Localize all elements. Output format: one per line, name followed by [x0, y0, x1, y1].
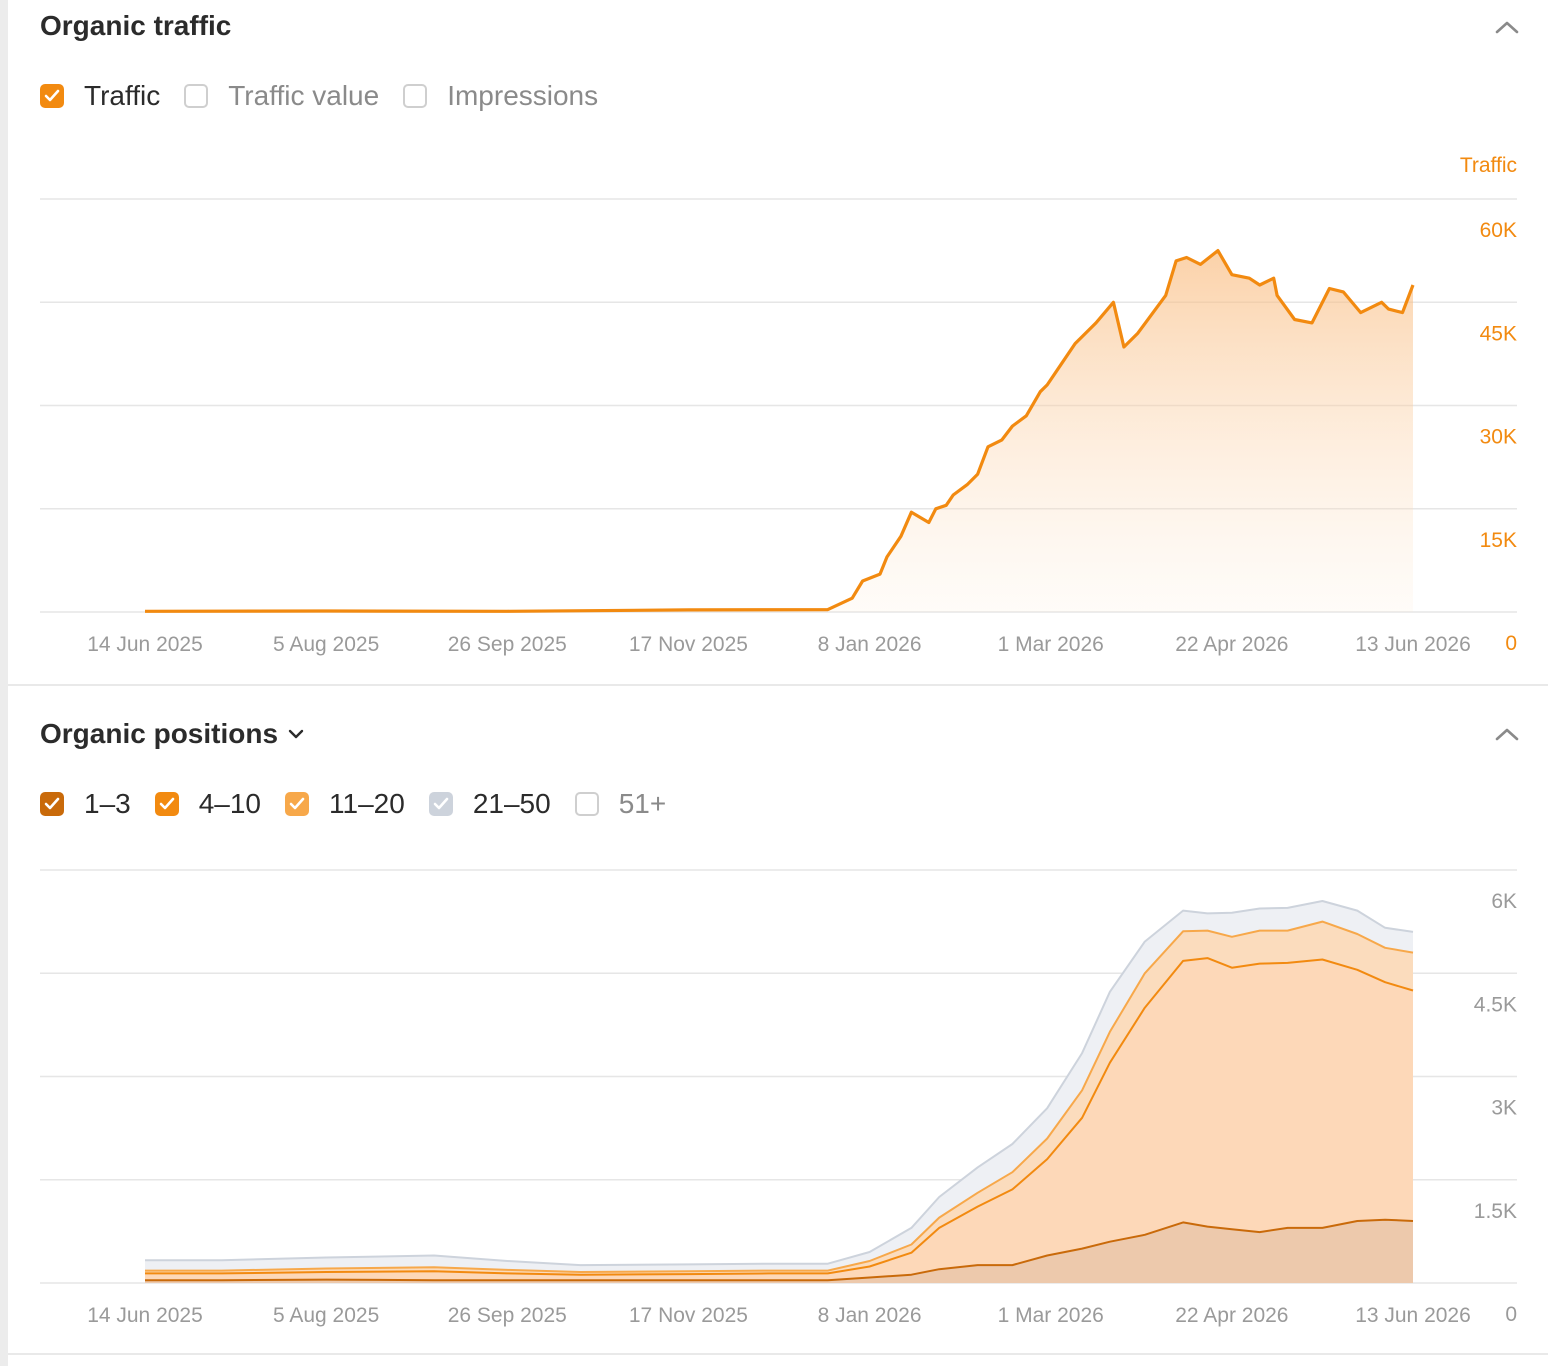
checkbox-label: Traffic	[84, 80, 161, 111]
checkmark-icon	[289, 797, 305, 810]
positions-area-4-10	[145, 958, 1413, 1281]
left-rule	[0, 0, 8, 1366]
positions-xtick-label: 1 Mar 2026	[998, 1304, 1104, 1327]
traffic-xtick-label: 22 Apr 2026	[1175, 633, 1288, 656]
positions-line-4-10	[145, 957, 1414, 1276]
positions-checkbox-1-3[interactable]: 1–3	[40, 788, 131, 820]
positions-xtick-label: 8 Jan 2026	[818, 1304, 922, 1327]
organic-traffic-title: Organic traffic	[40, 10, 231, 42]
traffic-area	[145, 250, 1413, 612]
checkbox-label: 4–10	[198, 788, 262, 819]
positions-xtick-label: 17 Nov 2025	[629, 1304, 748, 1327]
positions-ytick-label: 6K	[1491, 890, 1517, 913]
positions-area-11-20	[145, 921, 1413, 1275]
positions-ytick-label: 4.5K	[1474, 993, 1517, 1016]
traffic-legend: Traffic Traffic value Impressions	[40, 80, 622, 112]
traffic-ytick-label: 60K	[1480, 219, 1517, 242]
organic-positions-panel: 0 1.5K 3K 4.5K 6K 14 Jun 2025 5 Aug 2025 26 Sep…	[8, 686, 1548, 1355]
positions-ytick-label: 3K	[1491, 1097, 1517, 1120]
positions-chart: 0 1.5K 3K 4.5K 6K 14 Jun 2025 5 Aug 2025 26 Sep…	[40, 869, 1517, 1327]
positions-line-21-50	[145, 900, 1414, 1267]
traffic-xtick-label: 26 Sep 2025	[448, 633, 567, 656]
checkbox-box[interactable]	[574, 792, 599, 816]
checkbox-label: 1–3	[84, 788, 131, 819]
checkbox-box[interactable]	[184, 84, 209, 108]
positions-line-11-20	[145, 920, 1414, 1273]
positions-legend: 1–3 4–10 11–20 21–50 51+	[40, 788, 690, 820]
traffic-checkbox-impressions[interactable]: Impressions	[403, 80, 598, 112]
traffic-xtick-label: 14 Jun 2025	[87, 633, 203, 656]
checkmark-icon	[44, 89, 60, 102]
checkbox-box[interactable]	[154, 792, 179, 816]
positions-checkbox-4-10[interactable]: 4–10	[154, 788, 262, 820]
positions-xtick-label: 13 Jun 2026	[1355, 1304, 1471, 1327]
traffic-checkbox-traffic[interactable]: Traffic	[40, 80, 160, 112]
chevron-down-icon	[288, 729, 304, 739]
chevron-up-icon	[1495, 21, 1519, 34]
checkbox-label: Impressions	[447, 80, 599, 111]
checkbox-label: 51+	[618, 788, 667, 819]
checkbox-box[interactable]	[285, 792, 310, 816]
checkbox-label: Traffic value	[228, 80, 380, 111]
traffic-ytick-label: 30K	[1480, 426, 1517, 449]
positions-xtick-label: 26 Sep 2025	[448, 1304, 567, 1327]
checkmark-icon	[159, 797, 175, 810]
positions-area-1-3	[145, 1219, 1413, 1283]
checkmark-icon	[44, 797, 60, 810]
checkbox-box[interactable]	[40, 792, 64, 816]
organic-traffic-title-text: Organic traffic	[40, 10, 232, 41]
positions-line-1-3	[145, 1218, 1414, 1282]
checkbox-box[interactable]	[403, 84, 428, 108]
organic-positions-title[interactable]: Organic positions	[40, 718, 304, 750]
chevron-up-icon	[1495, 728, 1519, 741]
traffic-xtick-label: 5 Aug 2025	[273, 633, 379, 656]
positions-checkbox-21-50[interactable]: 21–50	[428, 788, 551, 820]
traffic-xtick-label: 1 Mar 2026	[998, 633, 1104, 656]
collapse-traffic-button[interactable]	[1492, 12, 1522, 42]
checkmark-icon	[433, 797, 449, 810]
positions-xtick-label: 5 Aug 2025	[273, 1304, 379, 1327]
traffic-xtick-label: 8 Jan 2026	[818, 633, 922, 656]
traffic-ytick-label: 45K	[1480, 322, 1517, 345]
traffic-ylabel: Traffic	[1460, 154, 1517, 177]
positions-checkbox-11-20[interactable]: 11–20	[285, 788, 405, 820]
traffic-chart: 0 15K 30K 45K 60K 14 Jun 2025 5 Aug 2025 26 Sep…	[40, 154, 1517, 656]
traffic-xtick-label: 17 Nov 2025	[629, 633, 748, 656]
checkbox-label: 11–20	[329, 788, 405, 819]
positions-ytick-label: 0	[1505, 1303, 1517, 1326]
positions-ytick-label: 1.5K	[1474, 1200, 1517, 1223]
traffic-line	[144, 249, 1415, 613]
positions-xtick-label: 22 Apr 2026	[1175, 1304, 1288, 1327]
checkbox-label: 21–50	[472, 788, 551, 819]
traffic-xtick-label: 13 Jun 2026	[1355, 633, 1471, 656]
positions-checkbox-51[interactable]: 51+	[574, 788, 667, 820]
organic-traffic-panel: 0 15K 30K 45K 60K 14 Jun 2025 5 Aug 2025 26 Sep…	[8, 0, 1548, 686]
positions-xtick-label: 14 Jun 2025	[87, 1304, 203, 1327]
traffic-ytick-label: 15K	[1480, 529, 1517, 552]
traffic-checkbox-traffic-value[interactable]: Traffic value	[184, 80, 379, 112]
traffic-ytick-label: 0	[1505, 632, 1517, 655]
organic-positions-title-text: Organic positions	[40, 718, 279, 749]
checkbox-box[interactable]	[428, 792, 453, 816]
checkbox-box[interactable]	[40, 84, 64, 108]
collapse-positions-button[interactable]	[1492, 719, 1522, 749]
